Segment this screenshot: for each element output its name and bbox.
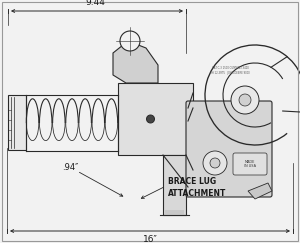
Polygon shape [113, 41, 158, 83]
Circle shape [210, 158, 220, 168]
Text: BRACE LUG: BRACE LUG [168, 177, 216, 186]
Circle shape [239, 94, 251, 106]
Text: CAT C-3 1500 CUMMIN3 3400: CAT C-3 1500 CUMMIN3 3400 [212, 66, 248, 70]
Circle shape [146, 115, 154, 123]
Circle shape [231, 86, 259, 114]
Text: HH 12-3RT5   JOHN DEERE 9000: HH 12-3RT5 JOHN DEERE 9000 [210, 71, 250, 75]
Text: 16″: 16″ [142, 235, 158, 243]
FancyBboxPatch shape [233, 153, 267, 175]
Text: ATTACHMENT: ATTACHMENT [168, 189, 226, 198]
Circle shape [203, 151, 227, 175]
Text: .94″: .94″ [62, 164, 78, 173]
Circle shape [120, 31, 140, 51]
Bar [118, 83, 193, 155]
Bar [8, 95, 26, 150]
Text: MADE
IN USA: MADE IN USA [244, 160, 256, 168]
Polygon shape [248, 183, 272, 199]
Bar [165, 210, 184, 215]
Text: 9.44″: 9.44″ [85, 0, 109, 7]
FancyBboxPatch shape [186, 101, 272, 197]
Bar [163, 155, 186, 215]
